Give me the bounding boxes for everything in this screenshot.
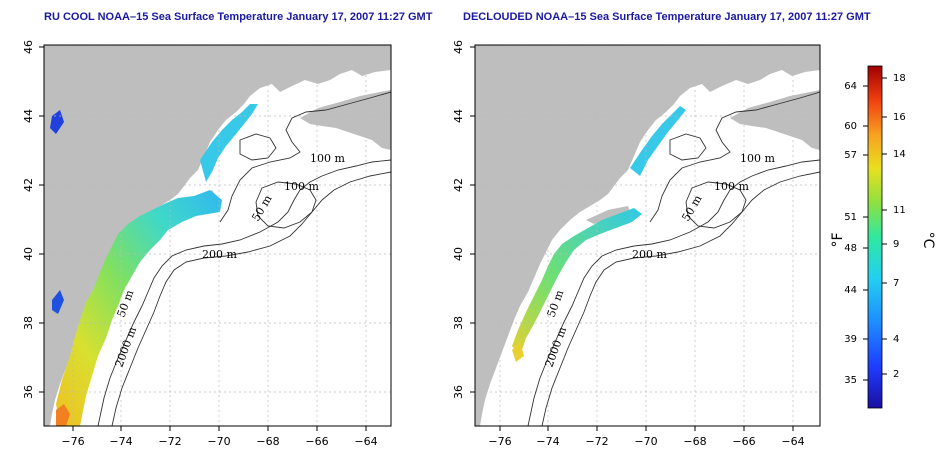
x-tick-label: −76 xyxy=(488,435,511,448)
y-tick-label: 40 xyxy=(22,247,35,261)
x-tick-label: −66 xyxy=(732,435,755,448)
x-tick-label: −76 xyxy=(61,435,84,448)
y-tick-label: 42 xyxy=(22,178,35,192)
x-tick-label: −72 xyxy=(585,435,608,448)
x-axis-ticks-right: −76 −74 −72 −70 −68 −66 −64 xyxy=(488,435,804,448)
fahrenheit-tick-label: 64 xyxy=(844,81,857,92)
fahrenheit-unit-label: °F xyxy=(830,232,846,247)
sst-data-gulf-of-maine xyxy=(630,106,686,176)
y-tick-label: 38 xyxy=(452,316,465,330)
y-tick-label: 36 xyxy=(22,385,35,399)
contour-label-200m: 200 m xyxy=(202,248,237,261)
contour-label-100m-a: 100 m xyxy=(740,152,775,165)
x-tick-label: −64 xyxy=(781,435,804,448)
fahrenheit-tick-label: 48 xyxy=(844,243,857,254)
celsius-tick-label: 11 xyxy=(893,205,906,216)
colorbar: 64 60 57 51 48 44 39 35 18 16 14 11 9 7 … xyxy=(830,65,936,409)
map-title-right: DECLOUDED NOAA–15 Sea Surface Temperatur… xyxy=(463,11,871,23)
sst-data-warm-south xyxy=(56,404,70,426)
sst-data-left xyxy=(56,190,222,426)
colorbar-celsius-ticks: 18 16 14 11 9 7 4 2 xyxy=(893,73,906,380)
map-panel-left: 100 m 100 m 50 m 200 m 50 m 2000 m −76 −… xyxy=(22,40,392,448)
sst-data-chesapeake xyxy=(52,290,64,314)
celsius-tick-label: 9 xyxy=(893,239,899,250)
y-tick-label: 46 xyxy=(452,40,465,54)
y-axis-ticks-right: 46 44 42 40 38 36 xyxy=(452,40,465,399)
land-mass xyxy=(44,45,391,426)
grid-lines-right xyxy=(475,45,820,426)
sst-data-warm-south xyxy=(512,342,524,362)
grid-lines-left xyxy=(44,45,391,426)
fahrenheit-tick-label: 39 xyxy=(844,334,857,345)
land-mass xyxy=(475,45,820,426)
x-tick-label: −66 xyxy=(305,435,328,448)
sst-data-right xyxy=(512,208,642,356)
fahrenheit-tick-label: 51 xyxy=(844,212,857,223)
y-tick-label: 42 xyxy=(452,178,465,192)
fahrenheit-tick-label: 44 xyxy=(844,285,857,296)
x-tick-label: −70 xyxy=(634,435,657,448)
x-tick-label: −70 xyxy=(207,435,230,448)
celsius-tick-label: 7 xyxy=(893,278,899,289)
celsius-tick-label: 4 xyxy=(893,334,899,345)
bathymetry-contours-right xyxy=(527,91,820,426)
fahrenheit-tick-label: 60 xyxy=(844,121,857,132)
nova-scotia xyxy=(730,90,820,150)
bathymetry-contours-left xyxy=(97,91,391,426)
y-tick-label: 44 xyxy=(452,109,465,123)
contour-label-100m-b: 100 m xyxy=(714,180,749,193)
x-tick-label: −68 xyxy=(256,435,279,448)
y-axis-ticks-left: 46 44 42 40 38 36 xyxy=(22,40,35,399)
contour-label-100m-a: 100 m xyxy=(310,152,345,165)
x-tick-label: −72 xyxy=(158,435,181,448)
y-tick-label: 46 xyxy=(22,40,35,54)
celsius-tick-label: 16 xyxy=(893,112,906,123)
sst-data-gulf-of-maine xyxy=(200,104,258,182)
x-tick-label: −64 xyxy=(354,435,377,448)
map-title-left: RU COOL NOAA–15 Sea Surface Temperature … xyxy=(44,11,433,23)
x-tick-label: −68 xyxy=(683,435,706,448)
map-panel-right: 100 m 100 m 50 m 200 m 50 m 2000 m −76 −… xyxy=(452,40,821,448)
map-frame-right xyxy=(474,44,821,427)
map-frame-left xyxy=(43,44,392,427)
long-island xyxy=(586,206,630,224)
celsius-unit-label: °C xyxy=(920,232,936,249)
celsius-tick-label: 14 xyxy=(893,149,906,160)
colorbar-gradient xyxy=(867,65,883,409)
x-axis-ticks-left: −76 −74 −72 −70 −68 −66 −64 xyxy=(61,435,377,448)
fahrenheit-tick-label: 57 xyxy=(844,150,857,161)
celsius-tick-label: 2 xyxy=(893,369,899,380)
y-tick-label: 36 xyxy=(452,385,465,399)
contour-label-200m: 200 m xyxy=(632,248,667,261)
celsius-tick-label: 18 xyxy=(893,73,906,84)
x-tick-label: −74 xyxy=(536,435,559,448)
y-tick-label: 40 xyxy=(452,247,465,261)
y-tick-label: 44 xyxy=(22,109,35,123)
contour-label-100m-b: 100 m xyxy=(284,180,319,193)
y-tick-label: 38 xyxy=(22,316,35,330)
x-tick-label: −74 xyxy=(109,435,132,448)
colorbar-fahrenheit-ticks: 64 60 57 51 48 44 39 35 xyxy=(844,81,857,386)
fahrenheit-tick-label: 35 xyxy=(844,375,857,386)
nova-scotia xyxy=(300,90,391,150)
